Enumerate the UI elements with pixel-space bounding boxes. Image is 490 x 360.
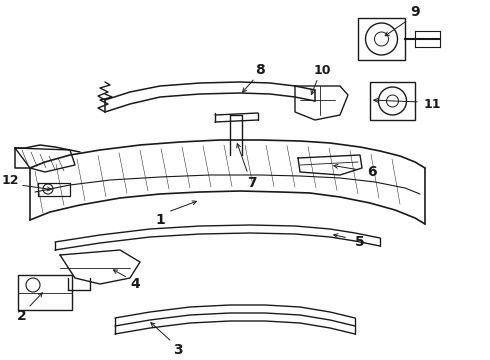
Text: 7: 7 bbox=[247, 176, 257, 190]
Text: 4: 4 bbox=[130, 277, 140, 291]
Text: 9: 9 bbox=[410, 5, 420, 19]
Text: 1: 1 bbox=[155, 213, 165, 227]
Text: 11: 11 bbox=[423, 98, 441, 111]
Bar bbox=[370, 82, 415, 120]
Text: 12: 12 bbox=[1, 174, 19, 186]
Text: 2: 2 bbox=[17, 309, 27, 323]
Bar bbox=[18, 275, 72, 310]
Text: 10: 10 bbox=[313, 63, 331, 77]
Text: 3: 3 bbox=[173, 343, 183, 357]
Text: 8: 8 bbox=[255, 63, 265, 77]
Text: 5: 5 bbox=[355, 235, 365, 249]
Text: 6: 6 bbox=[367, 165, 377, 179]
Bar bbox=[358, 18, 405, 60]
